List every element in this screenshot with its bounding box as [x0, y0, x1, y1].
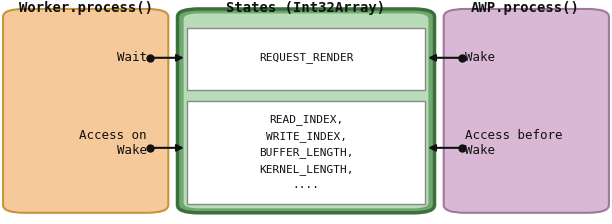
Bar [187, 101, 425, 204]
Bar [187, 28, 425, 90]
Text: Wait: Wait [117, 51, 147, 64]
Text: Access before
Wake: Access before Wake [465, 129, 562, 157]
Text: AWP.process(): AWP.process() [471, 0, 580, 15]
FancyBboxPatch shape [184, 13, 428, 208]
FancyBboxPatch shape [444, 9, 609, 213]
FancyBboxPatch shape [177, 9, 435, 213]
Text: Worker.process(): Worker.process() [19, 0, 152, 15]
Text: States (Int32Array): States (Int32Array) [226, 0, 386, 15]
Text: Wake: Wake [465, 51, 495, 64]
FancyBboxPatch shape [3, 9, 168, 213]
Text: Access on
Wake: Access on Wake [80, 129, 147, 157]
Text: READ_INDEX,
WRITE_INDEX,
BUFFER_LENGTH,
KERNEL_LENGTH,
....: READ_INDEX, WRITE_INDEX, BUFFER_LENGTH, … [259, 114, 353, 190]
Text: REQUEST_RENDER: REQUEST_RENDER [259, 52, 353, 63]
